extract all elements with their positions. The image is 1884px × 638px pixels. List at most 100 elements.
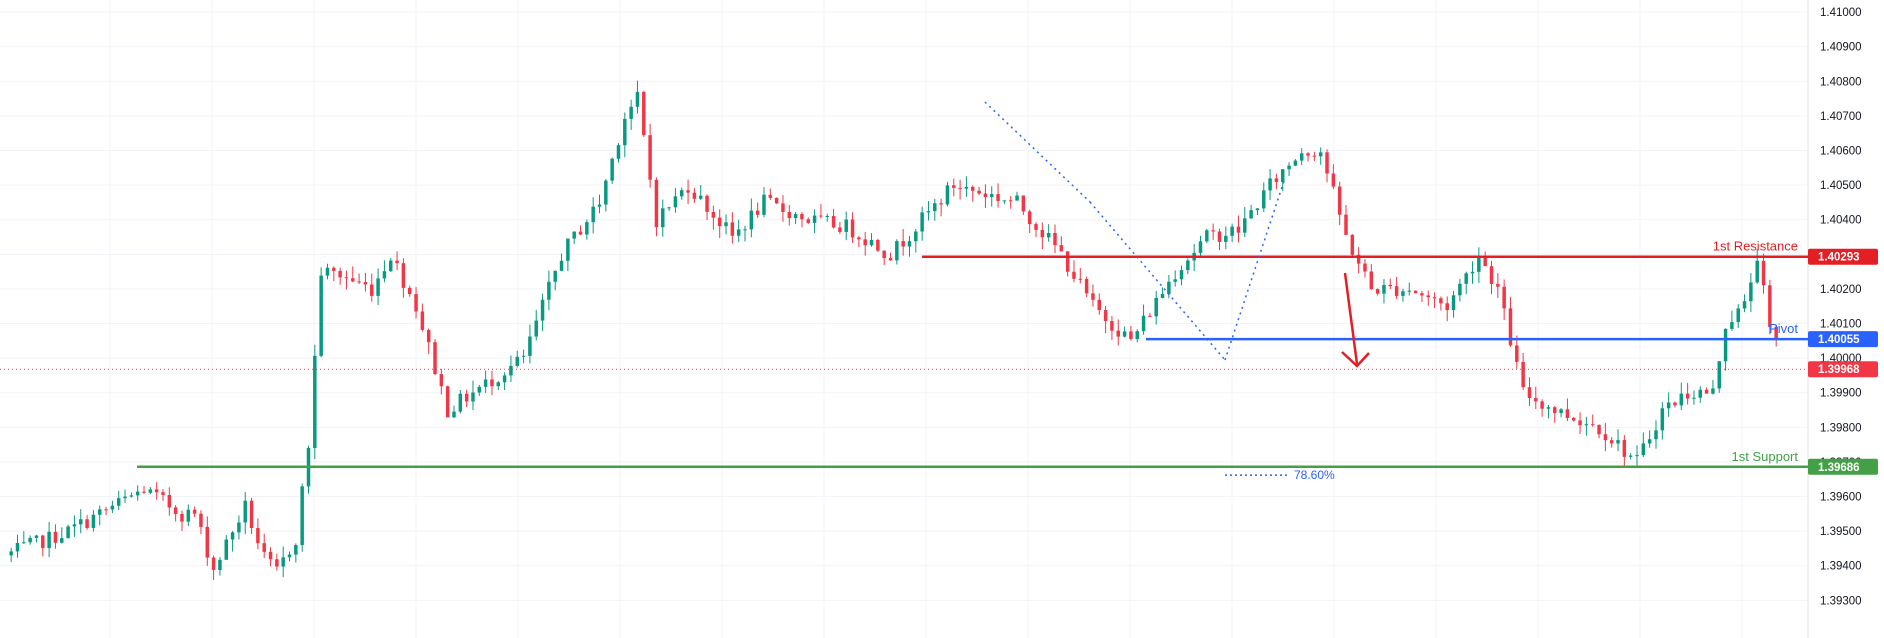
candle[interactable] (762, 187, 766, 218)
candle[interactable] (325, 263, 330, 280)
candle[interactable] (1224, 226, 1228, 250)
candle[interactable] (1097, 293, 1102, 315)
candle[interactable] (1293, 159, 1298, 167)
candle[interactable] (471, 380, 475, 411)
candle[interactable] (300, 483, 304, 552)
candle[interactable] (1654, 420, 1658, 449)
candle[interactable] (812, 209, 817, 234)
candle[interactable] (755, 202, 760, 219)
candle[interactable] (1306, 152, 1310, 162)
candle[interactable] (344, 270, 349, 290)
candle[interactable] (1287, 162, 1291, 176)
candle[interactable] (749, 198, 754, 238)
candle[interactable] (1401, 288, 1405, 302)
candle[interactable] (224, 535, 228, 560)
candle[interactable] (743, 225, 747, 242)
candle[interactable] (686, 179, 690, 205)
candle[interactable] (1141, 304, 1146, 335)
candle[interactable] (521, 349, 526, 364)
candle[interactable] (1736, 304, 1740, 329)
candle[interactable] (914, 229, 918, 253)
candle[interactable] (332, 266, 336, 282)
candle[interactable] (566, 238, 570, 272)
candle[interactable] (528, 324, 532, 364)
candle[interactable] (547, 270, 551, 311)
candle[interactable] (1280, 169, 1285, 192)
candle[interactable] (22, 531, 26, 544)
candle[interactable] (509, 355, 513, 382)
candle[interactable] (53, 524, 58, 549)
candle[interactable] (774, 197, 779, 204)
candle[interactable] (275, 553, 279, 571)
candle[interactable] (338, 267, 342, 285)
candle[interactable] (502, 372, 507, 390)
candle[interactable] (901, 229, 905, 256)
candle[interactable] (60, 527, 64, 544)
candle[interactable] (667, 206, 671, 211)
candle[interactable] (1477, 247, 1481, 283)
candle[interactable] (1768, 279, 1772, 335)
candle[interactable] (819, 204, 823, 219)
candle[interactable] (445, 385, 450, 418)
candle[interactable] (1730, 310, 1734, 331)
candle[interactable] (680, 187, 684, 200)
candle[interactable] (1160, 287, 1165, 299)
candle[interactable] (1439, 296, 1443, 311)
candle[interactable] (1546, 404, 1551, 419)
candle[interactable] (540, 293, 545, 332)
candle[interactable] (129, 492, 134, 498)
candle[interactable] (319, 267, 323, 358)
candle[interactable] (952, 178, 956, 197)
candle[interactable] (831, 208, 836, 229)
candle[interactable] (1540, 399, 1544, 417)
candle[interactable] (47, 521, 51, 558)
candle[interactable] (642, 90, 646, 138)
candle[interactable] (1236, 215, 1241, 243)
levels[interactable] (0, 101, 1808, 476)
candle[interactable] (1673, 401, 1677, 408)
candle[interactable] (1603, 422, 1608, 452)
candle[interactable] (382, 260, 387, 283)
candles[interactable] (9, 80, 1778, 581)
candle[interactable] (793, 212, 798, 225)
candle[interactable] (1742, 294, 1747, 313)
candle[interactable] (401, 258, 406, 298)
candle[interactable] (1496, 273, 1500, 298)
candle[interactable] (167, 487, 172, 516)
candle[interactable] (863, 232, 867, 256)
candle[interactable] (458, 389, 463, 414)
candle[interactable] (104, 506, 108, 516)
candle[interactable] (1660, 402, 1665, 440)
candle[interactable] (1483, 251, 1487, 267)
candle[interactable] (534, 309, 538, 341)
candle[interactable] (1755, 249, 1759, 284)
candle[interactable] (281, 546, 285, 578)
candle[interactable] (268, 547, 273, 567)
candle[interactable] (41, 534, 45, 557)
candle[interactable] (585, 219, 589, 240)
candle[interactable] (1578, 412, 1582, 435)
candle[interactable] (357, 273, 361, 285)
candle[interactable] (572, 231, 576, 244)
candle[interactable] (1641, 432, 1646, 458)
candle[interactable] (1325, 149, 1329, 183)
candle[interactable] (1489, 260, 1494, 295)
candle[interactable] (888, 252, 893, 261)
candle[interactable] (692, 187, 697, 203)
candle[interactable] (698, 185, 703, 201)
candle[interactable] (1021, 195, 1026, 215)
candle[interactable] (211, 555, 216, 581)
candle[interactable] (1565, 398, 1570, 422)
candle[interactable] (1103, 305, 1108, 334)
candle[interactable] (1774, 324, 1778, 347)
candle[interactable] (1451, 290, 1456, 318)
candle[interactable] (154, 482, 159, 500)
candle[interactable] (1622, 435, 1627, 467)
candle[interactable] (1704, 387, 1709, 394)
candle[interactable] (9, 547, 13, 562)
candle[interactable] (971, 185, 975, 202)
candle[interactable] (1717, 361, 1721, 393)
candle[interactable] (1148, 313, 1152, 318)
candle[interactable] (1445, 296, 1449, 322)
candle[interactable] (781, 195, 785, 222)
